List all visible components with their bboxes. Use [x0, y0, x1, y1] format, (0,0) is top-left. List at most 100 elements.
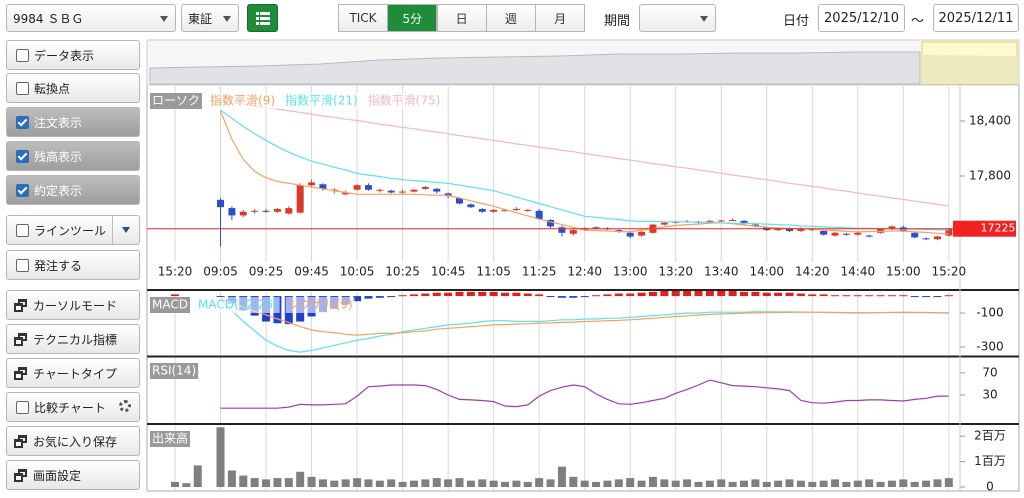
interval-button[interactable]: 月 [535, 4, 586, 32]
interval-button[interactable]: 5分 [387, 4, 438, 32]
date-from[interactable]: 2025/12/10 [818, 4, 905, 32]
histogram-bar [364, 296, 373, 299]
window-icon [14, 468, 28, 482]
interval-button[interactable]: TICK [338, 4, 388, 32]
volume-bar [216, 427, 225, 487]
histogram-bar [740, 291, 748, 297]
candle-body [524, 209, 532, 211]
dropdown-arrow [122, 227, 130, 233]
volume-bar [740, 480, 748, 487]
dropdown-toggle[interactable] [112, 216, 139, 244]
x-tick-label: 14:00 [749, 265, 784, 279]
candle-body [490, 209, 498, 212]
histogram-bar [648, 291, 657, 297]
checkbox[interactable] [16, 223, 29, 237]
volume-bar [819, 480, 828, 487]
volume-bar [751, 479, 760, 487]
x-tick-label: 15:00 [886, 265, 921, 279]
volume-bar [774, 480, 783, 487]
candle-body [228, 208, 236, 216]
navigator-window-area [922, 55, 1017, 84]
histogram-bar [751, 291, 760, 297]
histogram-bar [546, 296, 555, 298]
date-to[interactable]: 2025/12/11 [933, 4, 1019, 32]
checkbox[interactable] [16, 258, 29, 272]
histogram-bar [671, 290, 680, 297]
checkbox[interactable] [16, 149, 29, 163]
volume-bar [831, 479, 840, 487]
market-select[interactable]: 東証 [181, 4, 239, 32]
x-tick-label: 09:25 [249, 265, 284, 279]
sidebar-button[interactable]: チャートタイプ [6, 358, 140, 388]
candle-body [433, 188, 441, 192]
histogram-bar [853, 295, 862, 297]
volume-bar [409, 480, 418, 487]
sidebar-button[interactable]: ラインツール [6, 215, 140, 245]
sidebar-button[interactable]: 発注する [6, 250, 140, 280]
x-tick-label: 13:20 [658, 265, 693, 279]
candle-body [569, 230, 577, 234]
histogram-bar [580, 296, 589, 298]
volume-bar [432, 478, 441, 487]
histogram-bar [728, 290, 737, 297]
histogram-bar [626, 293, 635, 297]
histogram-bar [717, 290, 726, 297]
interval-button[interactable]: 週 [485, 4, 536, 32]
x-tick-label: 10:05 [340, 265, 375, 279]
candle-body [421, 187, 429, 189]
candle-body [922, 238, 930, 240]
list-button[interactable] [247, 4, 278, 32]
volume-bar [273, 478, 282, 487]
histogram-bar [444, 292, 453, 297]
window-icon [14, 332, 28, 346]
candle-body [797, 228, 805, 231]
histogram-bar [455, 291, 464, 297]
sidebar-button[interactable]: 約定表示 [6, 175, 140, 205]
checkbox[interactable] [16, 183, 29, 197]
volume-bar [284, 478, 293, 487]
y-tick-label: 18,400 [969, 114, 1011, 128]
symbol-select[interactable]: 9984 ＳＢＧ [6, 4, 176, 32]
sidebar-button[interactable]: 注文表示 [6, 107, 140, 137]
market: 東証 [188, 11, 213, 26]
sidebar-button[interactable]: 転換点 [6, 73, 140, 103]
histogram-bar [421, 293, 430, 297]
volume-bar [944, 478, 953, 487]
volume-bar [501, 481, 510, 487]
y-tick-label: 70 [982, 365, 997, 379]
x-tick-label: 12:40 [567, 265, 602, 279]
candle-body [740, 220, 748, 224]
volume-bar [603, 480, 612, 487]
legend-label: 指数平滑(9) [210, 93, 275, 108]
period-select[interactable] [639, 4, 716, 32]
candle-body [387, 190, 395, 193]
sidebar-button[interactable]: テクニカル指標 [6, 324, 140, 354]
candle-body [842, 233, 850, 235]
y-tick-label: -300 [976, 340, 1003, 354]
sidebar-button[interactable]: カーソルモード [6, 290, 140, 320]
series-line [220, 298, 949, 336]
checkbox[interactable] [16, 81, 29, 95]
interval-button[interactable]: 日 [436, 4, 487, 32]
histogram-bar [762, 292, 771, 297]
sidebar-button[interactable]: 画面設定 [6, 460, 140, 490]
volume-bar [933, 479, 942, 487]
candle-body [273, 209, 281, 212]
gear-icon[interactable] [119, 400, 131, 412]
period-label: 期間 [604, 14, 631, 29]
legend-label: MACD [152, 298, 188, 312]
x-tick-label: 11:25 [522, 265, 557, 279]
sidebar-button[interactable]: お気に入り保存 [6, 426, 140, 456]
sidebar-button[interactable]: データ表示 [6, 40, 140, 70]
candle-body [911, 232, 919, 238]
legend-label: 出来高 [152, 431, 188, 446]
sidebar-button[interactable]: 比較チャート [6, 392, 140, 422]
checkbox[interactable] [16, 400, 29, 414]
candle-body [285, 208, 293, 214]
sidebar-button[interactable]: 残高表示 [6, 141, 140, 171]
volume-bar [193, 465, 202, 487]
candle-body [729, 220, 737, 221]
checkbox[interactable] [16, 48, 29, 62]
checkbox[interactable] [16, 115, 29, 129]
histogram-bar [557, 296, 566, 298]
